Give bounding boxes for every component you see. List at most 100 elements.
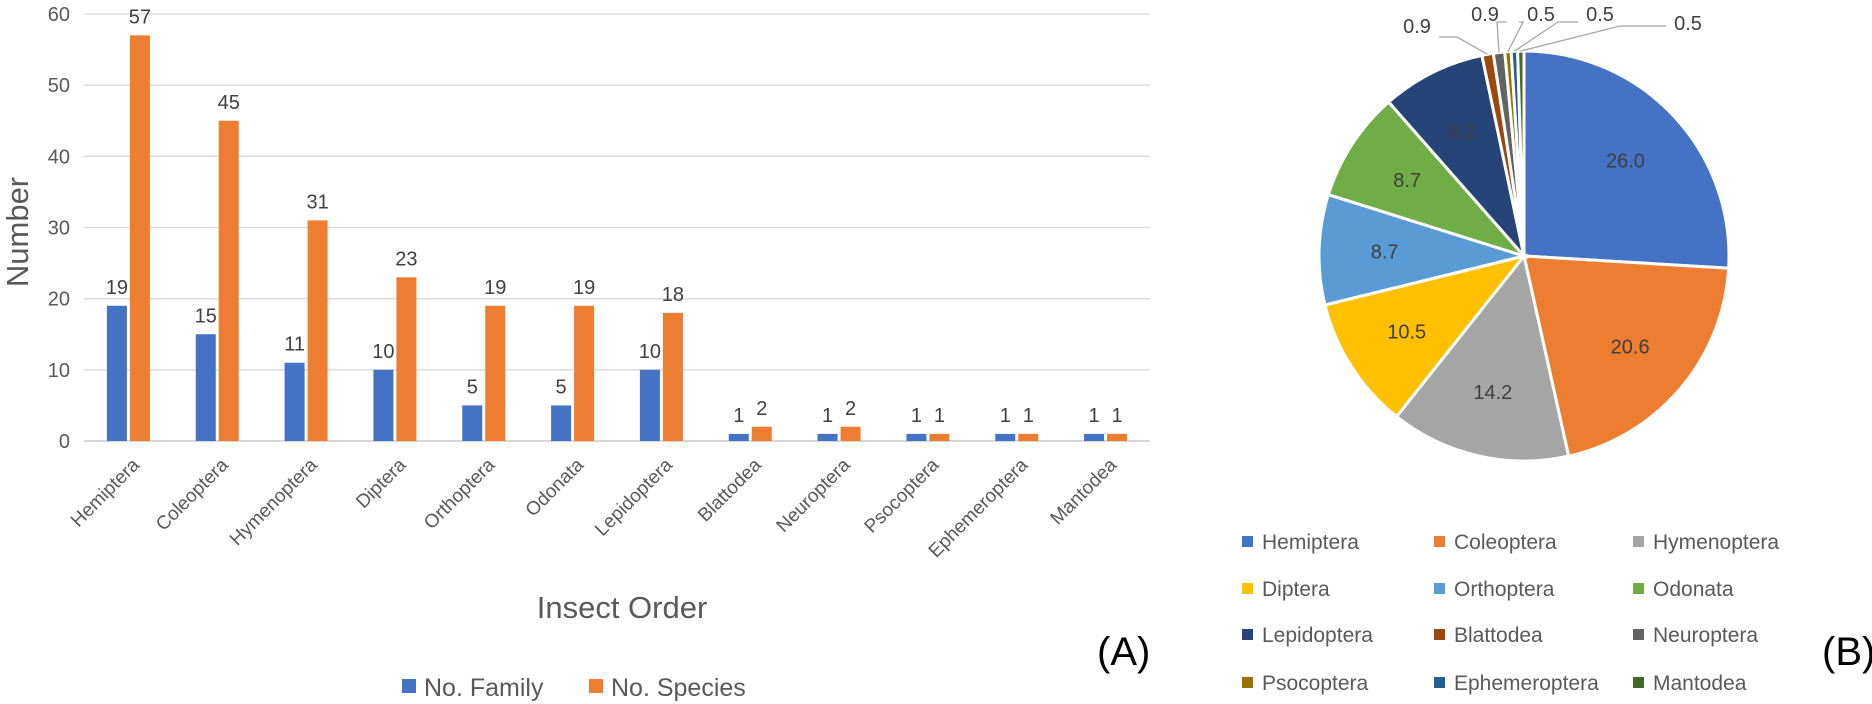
bar-no-family-orthoptera bbox=[462, 405, 483, 441]
pie-slice-odonata bbox=[1326, 99, 1529, 260]
bar-y-tick-30: 30 bbox=[48, 218, 70, 240]
pie-leader-psocoptera bbox=[1507, 21, 1525, 52]
bar-no-family-blattodea bbox=[728, 433, 749, 441]
pie-legend-label-orthoptera: Orthoptera bbox=[1454, 578, 1555, 601]
bar-gridlines bbox=[84, 13, 1150, 442]
bar-value-label-no-family-lepidoptera: 10 bbox=[639, 341, 661, 363]
pie-legend-label-coleoptera: Coleoptera bbox=[1454, 531, 1557, 554]
bar-no-family-neuroptera bbox=[817, 433, 838, 441]
bar-no-species-coleoptera bbox=[218, 120, 239, 441]
pie-label-lepidoptera: 8.2 bbox=[1448, 121, 1476, 143]
pie-legend-swatch-ephemeroptera bbox=[1434, 677, 1445, 688]
pie-legend-swatch-hymenoptera bbox=[1633, 536, 1644, 547]
pie-slice-orthoptera bbox=[1317, 192, 1530, 307]
bar-x-tick-hemiptera: Hemiptera bbox=[67, 454, 144, 531]
bar-no-species-hymenoptera bbox=[307, 220, 328, 441]
pie-label-hymenoptera: 14.2 bbox=[1473, 382, 1512, 404]
pie-slices bbox=[1317, 49, 1731, 463]
bar-y-tick-40: 40 bbox=[48, 146, 70, 168]
pie-legend-label-psocoptera: Psocoptera bbox=[1262, 672, 1369, 695]
panel-label-a: (A) bbox=[1097, 630, 1150, 674]
bar-value-label-no-family-coleoptera: 15 bbox=[195, 305, 217, 327]
bar-no-family-odonata bbox=[551, 405, 572, 441]
bar-x-tick-orthoptera: Orthoptera bbox=[420, 454, 499, 533]
pie-leader-blattodea bbox=[1439, 36, 1488, 55]
bar-value-label-no-species-hemiptera: 57 bbox=[129, 6, 151, 28]
pie-data-labels: 26.0 20.6 14.2 10.5 8.7 8.7 8.2 0.9 0.9 0.5 0.5 0.5 bbox=[1371, 4, 1702, 404]
pie-label-orthoptera: 8.7 bbox=[1371, 242, 1399, 264]
bar-legend: No. Family No. Species bbox=[402, 674, 746, 702]
bar-value-label-no-family-hemiptera: 19 bbox=[106, 277, 128, 299]
bar-value-label-no-species-psocoptera: 1 bbox=[934, 405, 945, 427]
pie-label-blattodea: 0.9 bbox=[1403, 16, 1431, 38]
pie-legend-label-mantodea: Mantodea bbox=[1653, 672, 1747, 695]
bar-no-family-psocoptera bbox=[906, 433, 927, 441]
bar-x-tick-diptera: Diptera bbox=[352, 454, 410, 512]
bar-no-family-ephemeroptera bbox=[995, 433, 1016, 441]
bar-y-tick-50: 50 bbox=[48, 75, 70, 97]
bar-x-tick-blattodea: Blattodea bbox=[694, 454, 766, 526]
bar-value-label-no-species-coleoptera: 45 bbox=[218, 92, 240, 114]
pie-legend-swatch-blattodea bbox=[1434, 629, 1445, 640]
bar-y-tick-0: 0 bbox=[59, 431, 70, 453]
pie-legend-swatch-odonata bbox=[1633, 583, 1644, 594]
bar-x-axis-label: Insect Order bbox=[537, 590, 708, 625]
bar-value-label-no-family-hymenoptera: 11 bbox=[284, 334, 305, 356]
bar-legend-swatch-no-species bbox=[589, 679, 603, 693]
bar-y-tick-labels: 0 10 20 30 40 50 60 bbox=[48, 4, 70, 453]
bar-value-label-no-family-psocoptera: 1 bbox=[911, 405, 922, 427]
pie-legend-label-neuroptera: Neuroptera bbox=[1653, 624, 1758, 647]
pie-chart-panel: 26.0 20.6 14.2 10.5 8.7 8.7 8.2 0.9 0.9 0.5 0.5 0.5… bbox=[1242, 4, 1872, 695]
pie-slice-diptera bbox=[1323, 253, 1528, 419]
pie-leader-mantodea bbox=[1520, 25, 1666, 52]
bar-x-tick-lepidoptera: Lepidoptera bbox=[591, 454, 677, 540]
bar-x-tick-psocoptera: Psocoptera bbox=[861, 454, 944, 537]
bar-y-axis-label: Number bbox=[0, 177, 35, 287]
pie-legend-swatch-diptera bbox=[1242, 583, 1253, 594]
bar-no-species-ephemeroptera bbox=[1018, 433, 1039, 441]
bar-y-tick-10: 10 bbox=[48, 360, 70, 382]
bar-value-label-no-family-ephemeroptera: 1 bbox=[1000, 405, 1011, 427]
pie-slice-mantodea bbox=[1516, 49, 1526, 257]
bar-x-tick-odonata: Odonata bbox=[522, 454, 589, 521]
bar-legend-label-no-family: No. Family bbox=[424, 674, 544, 702]
pie-legend-swatch-coleoptera bbox=[1434, 536, 1445, 547]
bar-y-tick-20: 20 bbox=[48, 289, 70, 311]
bar-no-family-diptera bbox=[373, 369, 394, 441]
pie-legend-label-lepidoptera: Lepidoptera bbox=[1262, 624, 1373, 647]
bar-x-tick-hymenoptera: Hymenoptera bbox=[226, 454, 322, 550]
bar-value-label-no-family-orthoptera: 5 bbox=[467, 376, 478, 398]
bar-no-family-hemiptera bbox=[106, 305, 127, 441]
pie-legend-label-diptera: Diptera bbox=[1262, 578, 1330, 601]
bar-x-tick-coleoptera: Coleoptera bbox=[152, 454, 233, 535]
bar-value-label-no-species-diptera: 23 bbox=[395, 248, 417, 270]
bar-value-label-no-family-blattodea: 1 bbox=[733, 405, 744, 427]
pie-label-coleoptera: 20.6 bbox=[1611, 336, 1650, 358]
bar-no-species-psocoptera bbox=[929, 433, 950, 441]
bar-value-label-no-family-mantodea: 1 bbox=[1089, 405, 1100, 427]
pie-legend-swatch-orthoptera bbox=[1434, 583, 1445, 594]
bar-value-label-no-family-odonata: 5 bbox=[556, 376, 567, 398]
bar-value-label-no-species-odonata: 19 bbox=[573, 277, 595, 299]
pie-label-ephemeroptera: 0.5 bbox=[1586, 4, 1614, 26]
pie-label-diptera: 10.5 bbox=[1387, 321, 1426, 343]
bar-value-label-no-family-diptera: 10 bbox=[372, 341, 394, 363]
pie-legend-label-hymenoptera: Hymenoptera bbox=[1653, 531, 1779, 554]
bar-value-label-no-species-hymenoptera: 31 bbox=[306, 191, 328, 213]
bar-legend-swatch-no-family bbox=[402, 679, 416, 693]
pie-label-hemiptera: 26.0 bbox=[1606, 150, 1645, 172]
bar-no-species-lepidoptera bbox=[662, 312, 683, 441]
bar-value-label-no-species-lepidoptera: 18 bbox=[662, 284, 684, 306]
bar-no-family-hymenoptera bbox=[284, 362, 305, 441]
pie-legend-label-odonata: Odonata bbox=[1653, 578, 1734, 601]
bar-no-species-neuroptera bbox=[840, 426, 861, 441]
pie-legend: Hemiptera Coleoptera Hymenoptera Diptera Ort… bbox=[1242, 531, 1779, 695]
pie-leader-ephemeroptera bbox=[1514, 21, 1578, 52]
pie-label-psocoptera: 0.5 bbox=[1527, 4, 1555, 26]
pie-legend-label-ephemeroptera: Ephemeroptera bbox=[1454, 672, 1599, 695]
pie-legend-label-blattodea: Blattodea bbox=[1454, 624, 1543, 647]
bar-no-species-diptera bbox=[396, 277, 417, 441]
